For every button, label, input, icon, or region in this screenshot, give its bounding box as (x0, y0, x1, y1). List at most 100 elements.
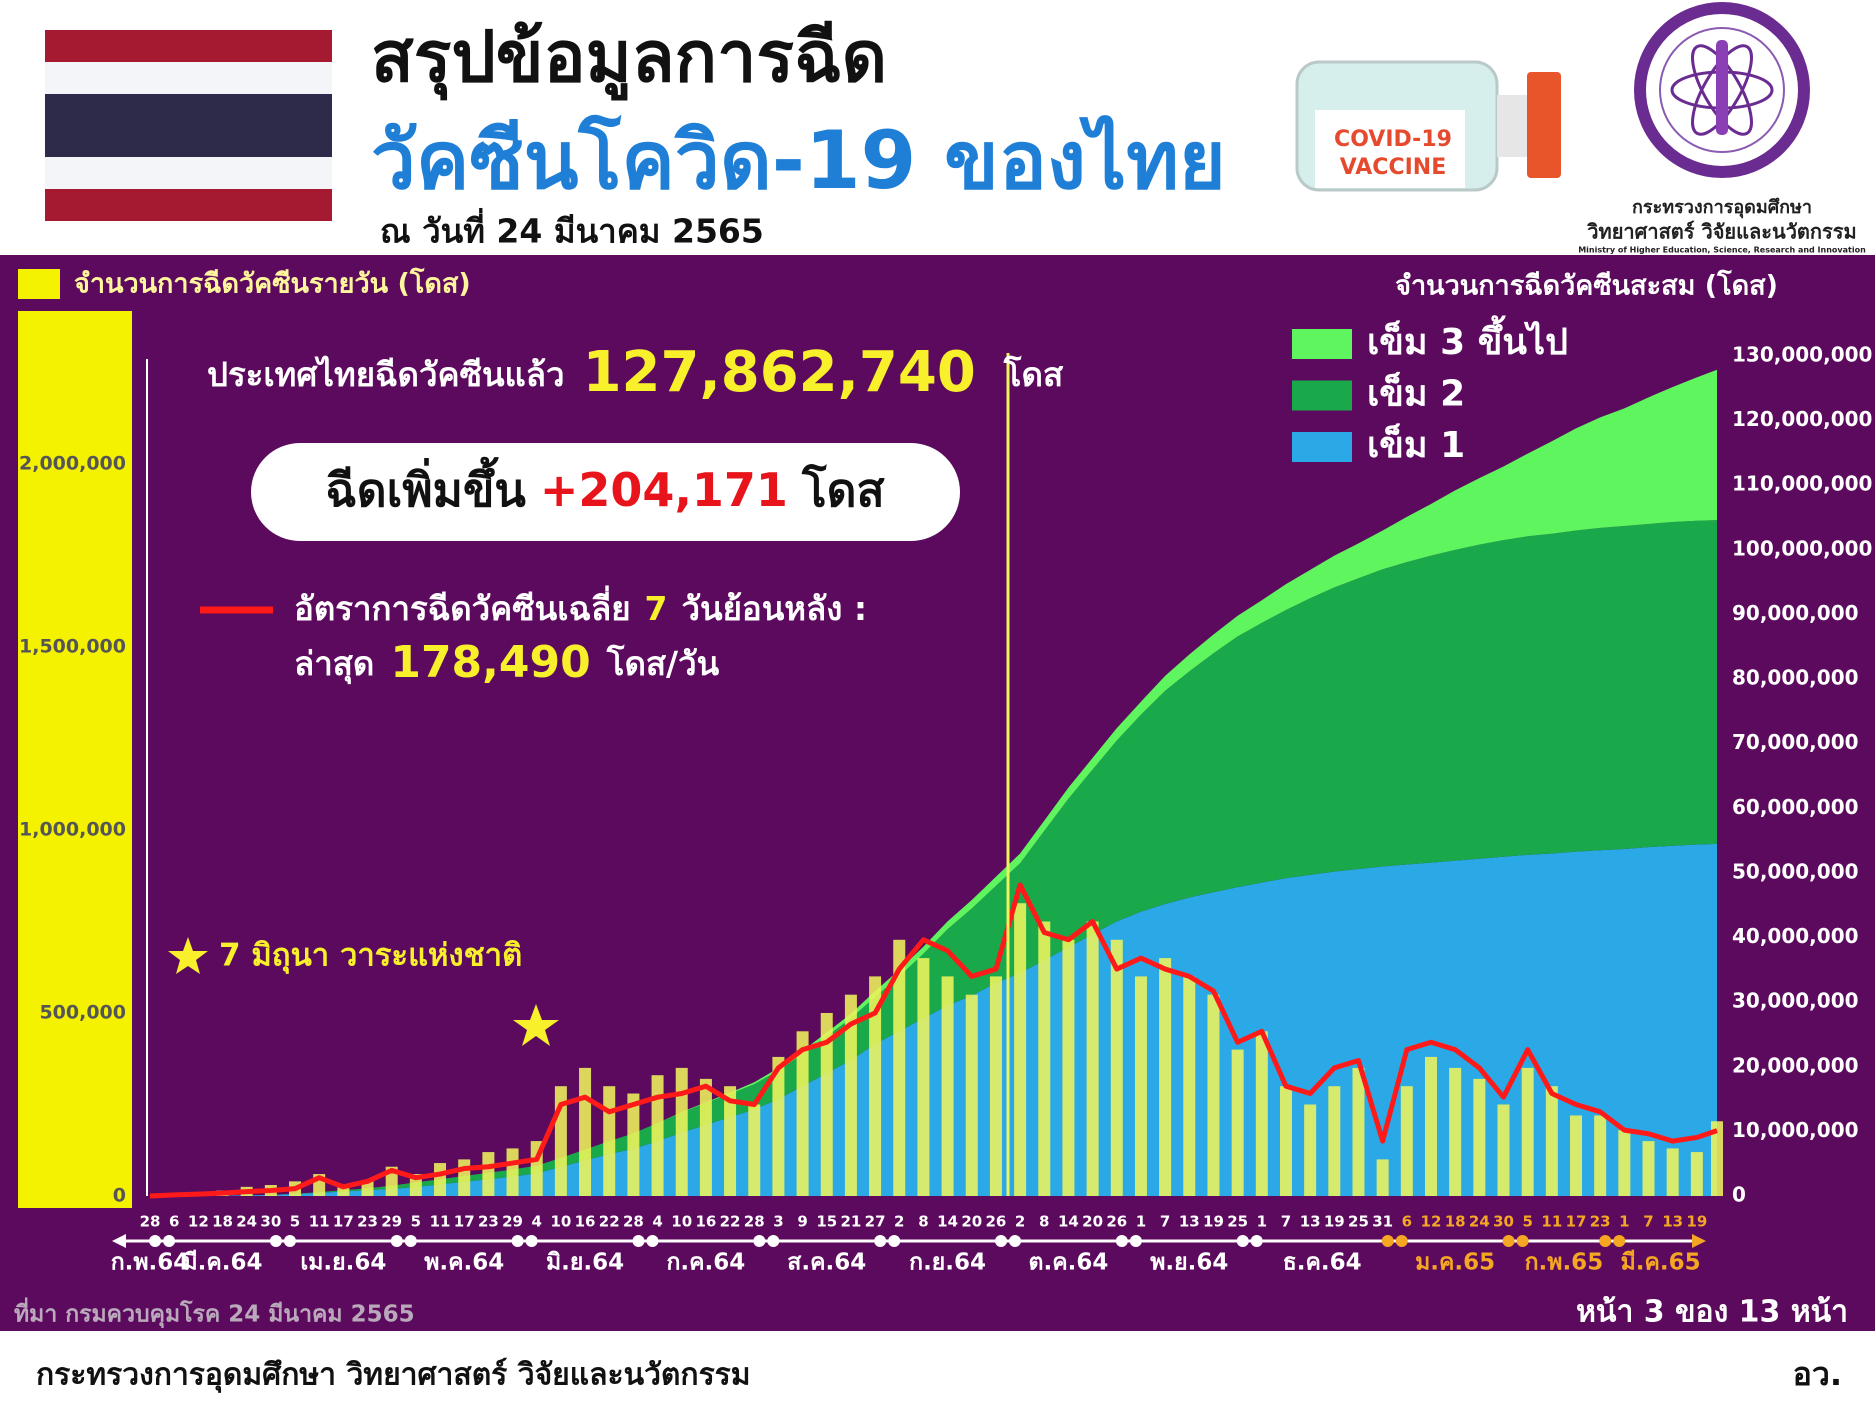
flag-stripe (45, 30, 332, 62)
separator-dot (995, 1235, 1008, 1247)
bar (361, 1181, 374, 1196)
legend-swatch (18, 269, 60, 299)
separator-dot (1250, 1235, 1263, 1247)
bar (458, 1159, 471, 1196)
separator-dot (1381, 1235, 1394, 1247)
vial-cap (1527, 72, 1561, 178)
latest-value: 178,490 (390, 637, 590, 688)
footer-short: อว. (1793, 1355, 1842, 1393)
logo-orbit (1691, 44, 1753, 136)
source: ที่มา กรมควบคุมโรค 24 มีนาคม 2565 (14, 1297, 415, 1329)
bar (1473, 1078, 1486, 1196)
title-line1: สรุปข้อมูลการฉีด (371, 16, 887, 101)
avg-suffix: วันย้อนหลัง : (682, 589, 868, 628)
month-label: พ.ย.64 (1150, 1250, 1228, 1276)
bar (1521, 1067, 1534, 1196)
area (150, 843, 1717, 1196)
legend-label: เข็ม 3 ขึ้นไป (1367, 315, 1568, 363)
month-label: พ.ค.64 (424, 1250, 504, 1276)
logo-orbit (1691, 44, 1753, 136)
y2-tick-label: 30,000,000 (1732, 989, 1859, 1013)
x-tick-label: 14 (1058, 1213, 1079, 1231)
separator-dot (1236, 1235, 1249, 1247)
bar (1255, 1031, 1268, 1196)
separator-dot (283, 1235, 296, 1247)
month-label: ก.ค.64 (667, 1250, 746, 1276)
logo-emblem (1716, 40, 1728, 135)
footer-bg (0, 1331, 1875, 1407)
separator-dot (149, 1235, 162, 1247)
bar (1207, 994, 1220, 1196)
date: ณ วันที่ 24 มีนาคม 2565 (380, 208, 764, 251)
y2-tick-label: 0 (1732, 1183, 1746, 1207)
x-tick-label: 23 (357, 1213, 378, 1231)
x-tick-label: 4 (652, 1213, 662, 1231)
bar (579, 1067, 592, 1196)
bar (1497, 1104, 1510, 1196)
y2-tick-label: 110,000,000 (1732, 472, 1872, 496)
bar (1570, 1115, 1583, 1196)
bar (1183, 976, 1196, 1196)
flag-stripe (45, 94, 332, 157)
total-line: ประเทศไทยฉีดวัคซีนแล้ว 127,862,740 โดส (207, 340, 1064, 405)
separator-dot (163, 1235, 176, 1247)
x-tick-label: 22 (720, 1213, 741, 1231)
month-label: ก.พ.64 (111, 1250, 190, 1276)
bar (893, 939, 906, 1196)
bar (1352, 1067, 1365, 1196)
bar (941, 976, 954, 1196)
bar (1424, 1056, 1437, 1196)
latest-unit: โดส/วัน (606, 644, 720, 683)
avg-legend: อัตราการฉีดวัคซีนเฉลี่ย 7 วันย้อนหลัง : (294, 585, 867, 628)
separator-dot (1395, 1235, 1408, 1247)
increase-value: +204,171 (540, 463, 788, 517)
x-tick-label: 1 (1619, 1213, 1629, 1231)
bar (337, 1185, 350, 1196)
bar (820, 1012, 833, 1196)
vial-neck (1497, 95, 1529, 157)
x-tick-label: 11 (1541, 1213, 1562, 1231)
separator-dot (1502, 1235, 1515, 1247)
increase-prefix: ฉีดเพิ่มขึ้น (325, 456, 526, 517)
x-tick-label: 17 (1566, 1213, 1587, 1231)
month-label: ก.พ.65 (1525, 1250, 1604, 1276)
separator-dot (511, 1235, 524, 1247)
x-tick-label: 15 (816, 1213, 837, 1231)
bar (1594, 1115, 1607, 1196)
separator-dot (767, 1235, 780, 1247)
bar (675, 1067, 688, 1196)
ministry-name: กระทรวงการอุดมศึกษา (1632, 197, 1812, 219)
bar (1231, 1049, 1244, 1196)
bar (1038, 921, 1051, 1196)
ministry-logo (1634, 2, 1810, 178)
legend-swatch (1292, 432, 1352, 462)
bar (1400, 1086, 1413, 1196)
separator-dot (1599, 1235, 1612, 1247)
x-tick-label: 8 (918, 1213, 928, 1231)
y2-axis-label: จำนวนการฉีดวัคซีนสะสม (โดส) (1395, 269, 1778, 302)
bar (772, 1056, 785, 1196)
total-prefix: ประเทศไทยฉีดวัคซีนแล้ว (207, 355, 565, 394)
month-label: ส.ค.64 (787, 1250, 866, 1276)
y2-tick-label: 20,000,000 (1732, 1053, 1859, 1077)
latest-prefix: ล่าสุด (294, 644, 374, 685)
month-label: ต.ค.64 (1029, 1250, 1109, 1276)
bar (1449, 1067, 1462, 1196)
x-tick-label: 20 (961, 1213, 982, 1231)
area (150, 369, 1717, 1196)
x-tick-label: 5 (1522, 1213, 1532, 1231)
y2-tick-label: 90,000,000 (1732, 601, 1859, 625)
x-tick-label: 30 (260, 1213, 281, 1231)
total-unit: โดส (1003, 355, 1064, 394)
y2-tick-label: 100,000,000 (1732, 536, 1872, 560)
x-tick-label: 26 (1106, 1213, 1127, 1231)
bar (1618, 1130, 1631, 1196)
y2-tick-label: 50,000,000 (1732, 859, 1859, 883)
bar (603, 1086, 616, 1196)
x-tick-label: 5 (411, 1213, 421, 1231)
x-tick-label: 29 (381, 1213, 402, 1231)
month-label: มี.ค.64 (182, 1250, 262, 1276)
y-tick-label: 1,500,000 (19, 635, 126, 657)
bar (724, 1086, 737, 1196)
bar (1062, 939, 1075, 1196)
